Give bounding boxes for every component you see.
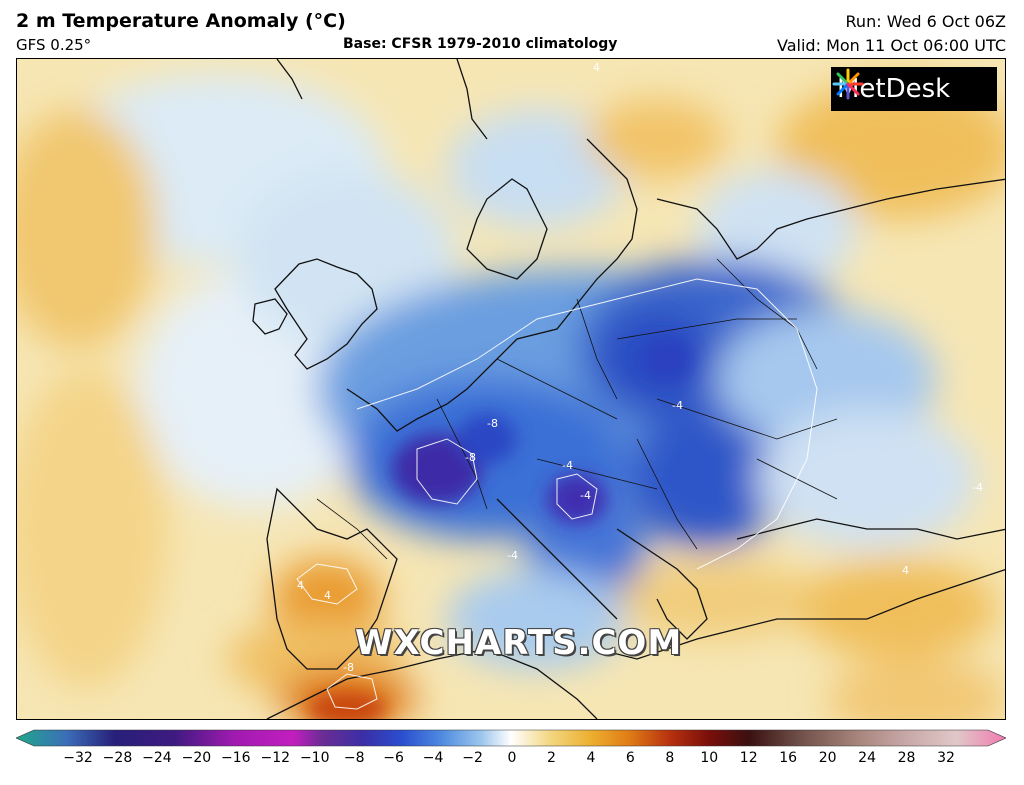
colorbar-tick-label: −6 xyxy=(383,750,404,766)
map-canvas: -8 -8 -4 -4 -4 -4 -4 4 4 -8 4 4 xyxy=(17,59,1005,719)
colorbar-tick-label: 0 xyxy=(507,750,517,766)
anomaly-core xyxy=(307,337,692,719)
contour-label: 4 xyxy=(593,61,600,74)
starburst-icon xyxy=(832,68,864,100)
colorbar-tick-label: 10 xyxy=(700,750,719,766)
colorbar-tick-label: 4 xyxy=(586,750,596,766)
model-label: GFS 0.25° xyxy=(16,36,92,54)
coastlines xyxy=(252,59,1005,719)
colorbar-tick-label: 8 xyxy=(665,750,675,766)
logo-text: MetDesk xyxy=(837,74,951,104)
colorbar-tick-label: −10 xyxy=(299,750,330,766)
base-climatology-label: Base: CFSR 1979-2010 climatology xyxy=(343,36,618,52)
colorbar-tick-label: −4 xyxy=(422,750,444,766)
valid-time-label: Valid: Mon 11 Oct 06:00 UTC xyxy=(777,36,1006,55)
contour-label: -4 xyxy=(972,481,983,494)
colorbar-tick-label: 6 xyxy=(625,750,635,766)
colorbar xyxy=(16,729,1006,747)
country-borders xyxy=(316,258,838,560)
colorbar-tick-label: 32 xyxy=(937,750,955,766)
colorbar-tick-label: 20 xyxy=(818,750,837,766)
colorbar-tick-label: 28 xyxy=(897,750,916,766)
contour-label: 4 xyxy=(297,579,304,592)
anomaly-map: -8 -8 -4 -4 -4 -4 -4 4 4 -8 4 4 xyxy=(16,58,1006,720)
contour-label: -4 xyxy=(507,549,518,562)
colorbar-tick-label: −20 xyxy=(181,750,212,766)
contour-label: -4 xyxy=(672,399,683,412)
colorbar-tick-label: −8 xyxy=(343,750,365,766)
contour-label: 4 xyxy=(324,589,331,602)
anomaly-field xyxy=(17,74,1005,719)
colorbar-tick-label: −32 xyxy=(63,750,93,766)
chart-title: 2 m Temperature Anomaly (°C) xyxy=(16,10,346,32)
colorbar-gradient xyxy=(16,729,1006,747)
wxcharts-watermark: WXCHARTS.COM xyxy=(355,623,683,663)
colorbar-tick-label: −24 xyxy=(142,750,172,766)
metdesk-logo: MetDesk xyxy=(831,67,997,111)
contour-label-group: -8 -8 -4 -4 -4 -4 -4 4 4 -8 4 4 xyxy=(297,61,983,674)
contour-label: -4 xyxy=(580,489,591,502)
contour-label: -8 xyxy=(465,451,476,464)
contour-label: -8 xyxy=(343,661,354,674)
colorbar-tick-label: −16 xyxy=(221,750,251,766)
colorbar-tick-label: −2 xyxy=(462,750,483,766)
contour-lines xyxy=(296,278,818,710)
colorbar-tick-label: 2 xyxy=(546,750,556,766)
colorbar-tick-label: 12 xyxy=(739,750,758,766)
colorbar-ticks: −32 −28 −24 −20 −16 −12 −10 −8 −6 −4 −2 0 2 4 6 8 10 12 16… xyxy=(0,750,1024,774)
colorbar-tick-label: 16 xyxy=(779,750,798,766)
run-time-label: Run: Wed 6 Oct 06Z xyxy=(845,12,1006,31)
contour-label: -4 xyxy=(562,459,573,472)
contour-label: 4 xyxy=(902,564,909,577)
colorbar-tick-label: 24 xyxy=(858,750,876,766)
colorbar-tick-label: −12 xyxy=(260,750,291,766)
colorbar-tick-label: −28 xyxy=(102,750,133,766)
contour-label: -8 xyxy=(487,417,498,430)
